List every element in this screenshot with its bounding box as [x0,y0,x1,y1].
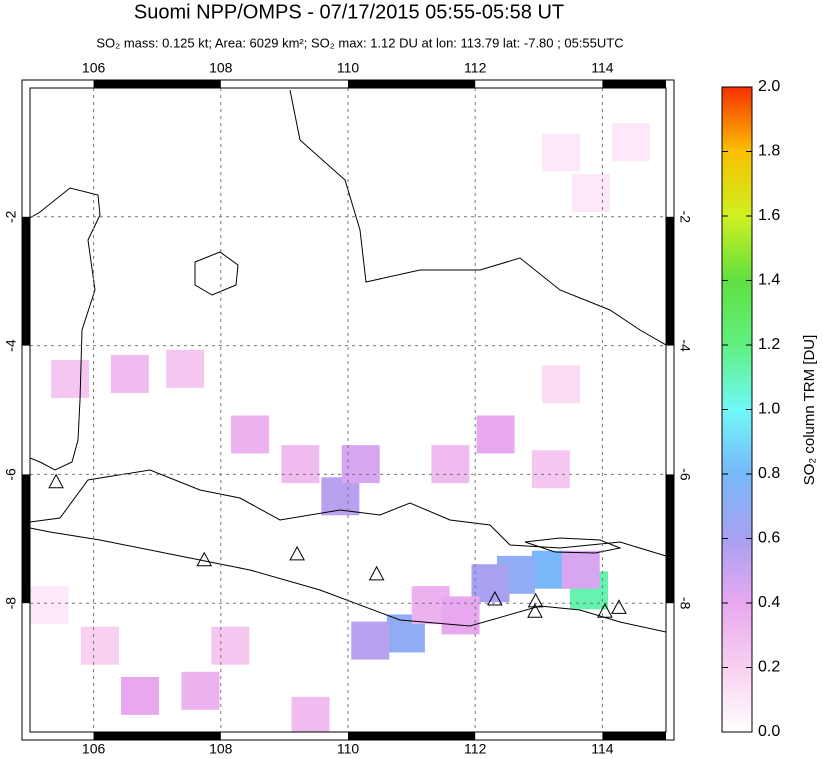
so2-pixel [121,676,160,715]
so2-pixel [561,550,600,589]
frame-bar [666,216,674,346]
subtitle: SO₂ mass: 0.125 kt; Area: 6029 km²; SO₂ … [96,35,623,50]
frame-bar [348,732,476,740]
colorbar-tick-label: 1.8 [758,143,780,160]
volcano [597,603,613,618]
so2-pixel [231,415,270,454]
colorbar-tick-label: 1.2 [758,336,780,353]
x-tick-label: 114 [591,741,614,757]
volcano [527,592,544,608]
so2-pixel [542,133,581,172]
volcano [368,565,385,581]
colorbar-tick-label: 1.4 [758,272,780,289]
y-tick-label: -6 [677,468,693,481]
grid [30,88,666,732]
colorbar-tick-label: 1.6 [758,207,780,224]
so2-pixel [30,586,69,625]
so2-pixel [476,415,515,454]
coast-sumatra [30,187,101,471]
x-tick-label: 110 [337,741,360,757]
so2-pixel [80,626,119,665]
y-tick-label: -2 [677,211,693,224]
x-tick-label: 112 [464,741,487,757]
so2-pixel [341,445,380,484]
volcano [527,603,543,618]
y-tick-label: -6 [3,468,19,481]
so2-pixel [181,671,220,710]
x-tick-label: 106 [82,60,106,76]
x-tick-label: 112 [464,60,487,76]
y-tick-label: -4 [3,339,19,352]
so2-pixel [110,354,149,393]
so2-pixel [281,445,320,484]
so2-pixel [166,349,205,388]
x-tick-label: 114 [591,60,614,76]
volcano-layer [48,473,627,618]
coast-island [194,251,239,296]
y-tick-label: -8 [677,597,693,610]
coast-java [30,469,666,633]
x-tick-label: 106 [82,741,106,757]
so2-pixel [441,596,480,635]
x-tick-label: 108 [209,741,233,757]
volcano [487,590,503,606]
colorbar-tick-label: 0.6 [758,530,780,547]
so2-pixel [612,123,651,162]
frame-bar [666,474,674,604]
volcano [289,545,305,561]
so2-pixel [571,173,610,212]
so2-pixel [351,621,390,660]
frame-bar [93,732,221,740]
colorbar-tick-label: 0.2 [758,659,780,676]
colorbar-tick-label: 0.8 [758,465,780,482]
frame-bar [602,732,666,740]
volcano [196,551,213,567]
so2-pixel [471,564,510,603]
frame-bar [348,80,476,88]
so2-pixel [51,360,90,399]
title: Suomi NPP/OMPS - 07/17/2015 05:55-05:58 … [134,1,564,23]
frame-bar [602,80,666,88]
y-tick-label: -8 [3,597,19,610]
x-tick-label: 110 [337,60,360,76]
frame-bar [93,80,221,88]
x-tick-label: 108 [209,60,233,76]
volcano [48,473,64,489]
colorbar-tick-label: 1.0 [758,401,780,418]
so2-pixel [431,445,470,484]
colorbar-label: SO₂ column TRM [DU] [801,335,818,486]
coastlines [30,89,666,633]
colorbar-tick-label: 2.0 [758,78,780,95]
colorbar-tick-label: 0.0 [758,723,780,740]
so2-pixel [321,477,360,516]
y-tick-label: -2 [3,210,19,223]
so2-pixel [291,696,330,732]
coast-borneo [289,89,666,346]
frame-bar [22,474,30,604]
colorbar-tick-label: 0.4 [758,594,780,611]
y-tick-label: -4 [677,339,693,352]
frame-bar [22,216,30,346]
volcano [611,599,627,614]
coast-madura [524,537,622,554]
so2-pixel [211,626,250,665]
so2-pixel [542,365,581,404]
so2-pixel [531,450,570,489]
